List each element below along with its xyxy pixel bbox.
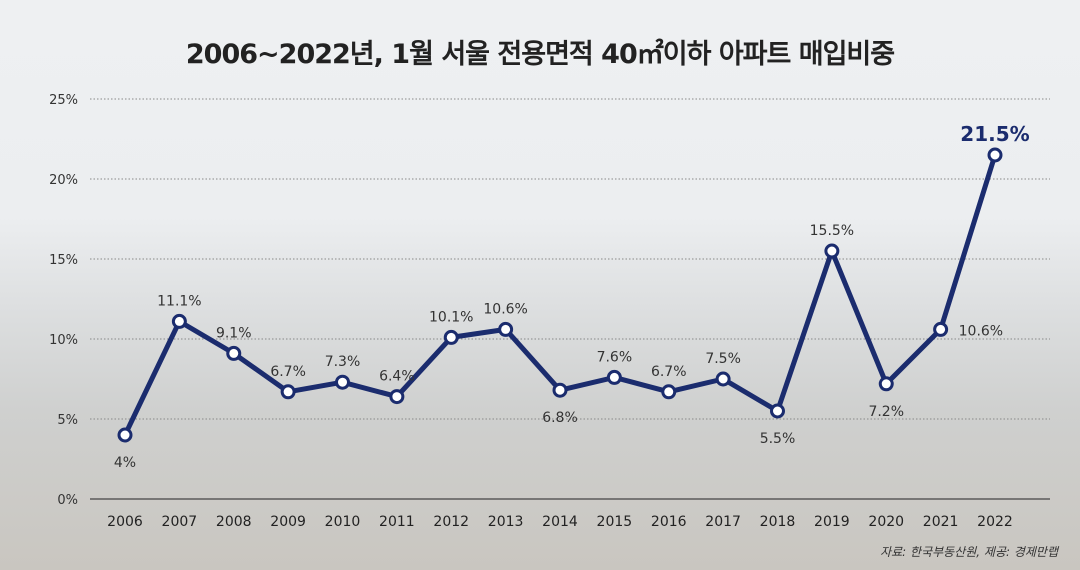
data-label: 7.2% — [868, 404, 904, 420]
x-tick-label: 2017 — [705, 514, 741, 530]
x-tick-label: 2016 — [651, 514, 687, 530]
data-label: 11.1% — [157, 293, 201, 309]
data-label: 7.5% — [705, 351, 741, 367]
data-point — [606, 369, 622, 385]
data-label: 15.5% — [810, 223, 854, 239]
data-label: 6.8% — [542, 410, 578, 426]
data-label: 21.5% — [960, 122, 1029, 146]
data-point — [443, 329, 459, 345]
y-tick-label: 5% — [57, 413, 78, 428]
x-tick-label: 2019 — [814, 514, 850, 530]
x-tick-label: 2014 — [542, 514, 578, 530]
y-tick-label: 10% — [49, 333, 78, 348]
data-label: 10.1% — [429, 309, 473, 325]
x-tick-label: 2007 — [162, 514, 198, 530]
data-label: 6.7% — [651, 364, 687, 380]
data-label: 7.3% — [325, 354, 361, 370]
x-tick-label: 2015 — [597, 514, 633, 530]
x-tick-label: 2021 — [923, 514, 959, 530]
y-tick-label: 15% — [49, 253, 78, 268]
data-label: 9.1% — [216, 325, 252, 341]
y-tick-label: 0% — [57, 493, 78, 508]
data-point — [117, 427, 133, 443]
data-point — [770, 403, 785, 419]
data-point — [171, 313, 187, 329]
data-label: 6.4% — [379, 369, 415, 385]
data-label: 10.6% — [483, 301, 527, 317]
data-point — [226, 345, 242, 361]
data-point — [552, 382, 568, 398]
data-label: 5.5% — [760, 431, 796, 447]
y-tick-label: 20% — [49, 173, 78, 188]
x-tick-label: 2008 — [216, 514, 252, 530]
x-tick-label: 2010 — [325, 514, 361, 530]
source-note: 자료: 한국부동산원, 제공: 경제만랩 — [880, 545, 1058, 559]
data-point — [878, 376, 894, 392]
y-tick-label: 25% — [49, 93, 78, 108]
x-tick-label: 2022 — [977, 514, 1013, 530]
data-label: 4% — [114, 455, 136, 471]
data-label: 7.6% — [597, 349, 633, 365]
chart-title: 2006~2022년, 1월 서울 전용면적 40㎡이하 아파트 매입비중 — [185, 39, 895, 70]
data-point — [280, 384, 296, 400]
data-point — [933, 321, 949, 337]
x-tick-label: 2012 — [433, 514, 469, 530]
data-point — [389, 389, 405, 405]
data-point — [715, 371, 731, 387]
x-tick-label: 2018 — [760, 514, 796, 530]
x-tick-label: 2011 — [379, 514, 415, 530]
x-tick-label: 2006 — [107, 514, 143, 530]
data-point — [987, 147, 1003, 163]
x-tick-label: 2009 — [270, 514, 306, 530]
x-tick-label: 2020 — [868, 514, 904, 530]
data-point — [335, 374, 350, 390]
data-label: 6.7% — [270, 364, 306, 380]
data-label: 10.6% — [959, 323, 1003, 339]
data-point — [661, 384, 677, 400]
data-point — [824, 243, 840, 259]
x-tick-label: 2013 — [488, 514, 524, 530]
data-point — [498, 321, 514, 337]
